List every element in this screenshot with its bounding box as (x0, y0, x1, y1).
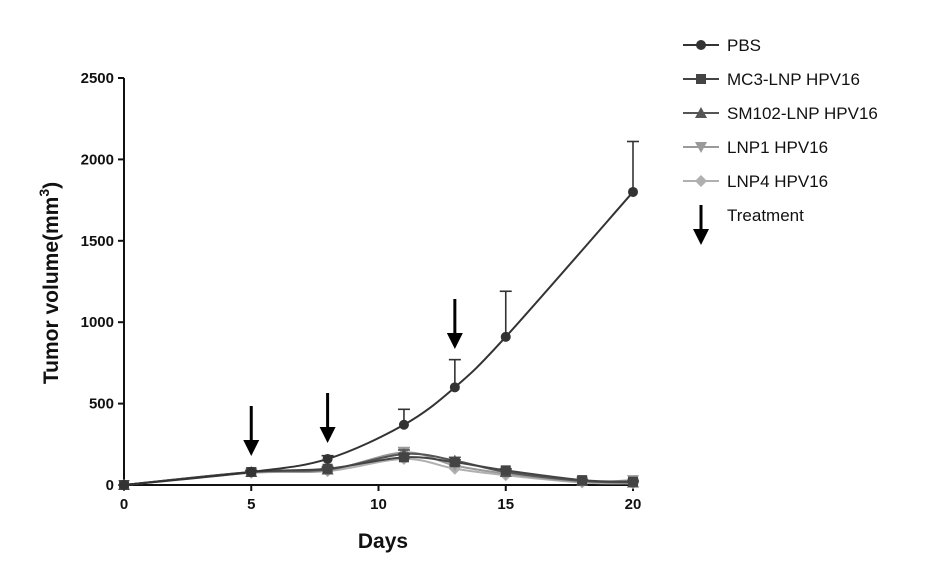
tumor-volume-chart: 0 500 1000 1500 2000 2500 0 5 10 15 20 PBS MC3-LNP … (0, 0, 929, 570)
y-axis-title-sup: 3 (36, 189, 52, 197)
series-pbs (119, 141, 639, 490)
y-axis-title-main: Tumor volume(mm (40, 197, 63, 384)
y-tick-label: 2000 (81, 151, 114, 168)
data-point (119, 480, 129, 490)
legend-arrow-head (693, 229, 709, 245)
legend-label: MC3-LNP HPV16 (727, 70, 860, 89)
legend-label: PBS (727, 36, 761, 55)
treatment-arrow (320, 393, 336, 443)
data-point (577, 475, 587, 485)
legend-item: LNP4 HPV16 (683, 172, 828, 191)
x-tick-label: 0 (120, 496, 128, 513)
data-point (450, 457, 460, 467)
series-line (124, 452, 633, 485)
y-axis-title: Tumor volume(mm3) (36, 182, 63, 384)
y-tick-label: 1500 (81, 233, 114, 250)
arrow-head (320, 427, 336, 443)
series-line (124, 459, 633, 485)
legend-marker (696, 40, 706, 50)
x-axis-title: Days (358, 530, 408, 553)
series-line (124, 192, 633, 485)
data-point (501, 465, 511, 475)
data-point (323, 464, 333, 474)
legend-item-treatment: Treatment (693, 205, 804, 245)
x-tick-label: 5 (247, 496, 255, 513)
y-tick-label: 500 (89, 396, 114, 413)
legend-item: LNP1 HPV16 (683, 138, 828, 157)
legend-item: MC3-LNP HPV16 (683, 70, 860, 89)
arrow-head (447, 333, 463, 349)
legend-marker (695, 175, 707, 187)
data-point (399, 420, 409, 430)
treatment-arrows (243, 299, 463, 456)
y-tick-label: 1000 (81, 314, 114, 331)
y-axis-title-close: ) (40, 182, 63, 189)
legend-item: SM102-LNP HPV16 (683, 104, 878, 123)
legend: PBS MC3-LNP HPV16 SM102-LNP HPV16 LNP1 HPV1… (683, 36, 878, 245)
y-tick-label: 2500 (81, 70, 114, 87)
legend-label: LNP1 HPV16 (727, 138, 828, 157)
legend-marker (696, 74, 706, 84)
x-tick-label: 15 (497, 496, 514, 513)
legend-label-treatment: Treatment (727, 206, 804, 225)
y-tick-label: 0 (106, 477, 114, 494)
data-point (399, 452, 409, 462)
data-point (450, 382, 460, 392)
x-tick-label: 20 (625, 496, 642, 513)
data-point (323, 454, 333, 464)
series-sm102-lnp-hpv16 (118, 448, 639, 490)
legend-label: SM102-LNP HPV16 (727, 104, 878, 123)
data-point (246, 467, 256, 477)
treatment-arrow (447, 299, 463, 349)
legend-label: LNP4 HPV16 (727, 172, 828, 191)
series-layer (118, 141, 639, 491)
treatment-arrow (243, 406, 259, 456)
x-tick-label: 10 (370, 496, 387, 513)
data-point (501, 332, 511, 342)
arrow-head (243, 440, 259, 456)
data-point (628, 477, 638, 487)
data-point (628, 187, 638, 197)
legend-item: PBS (683, 36, 761, 55)
